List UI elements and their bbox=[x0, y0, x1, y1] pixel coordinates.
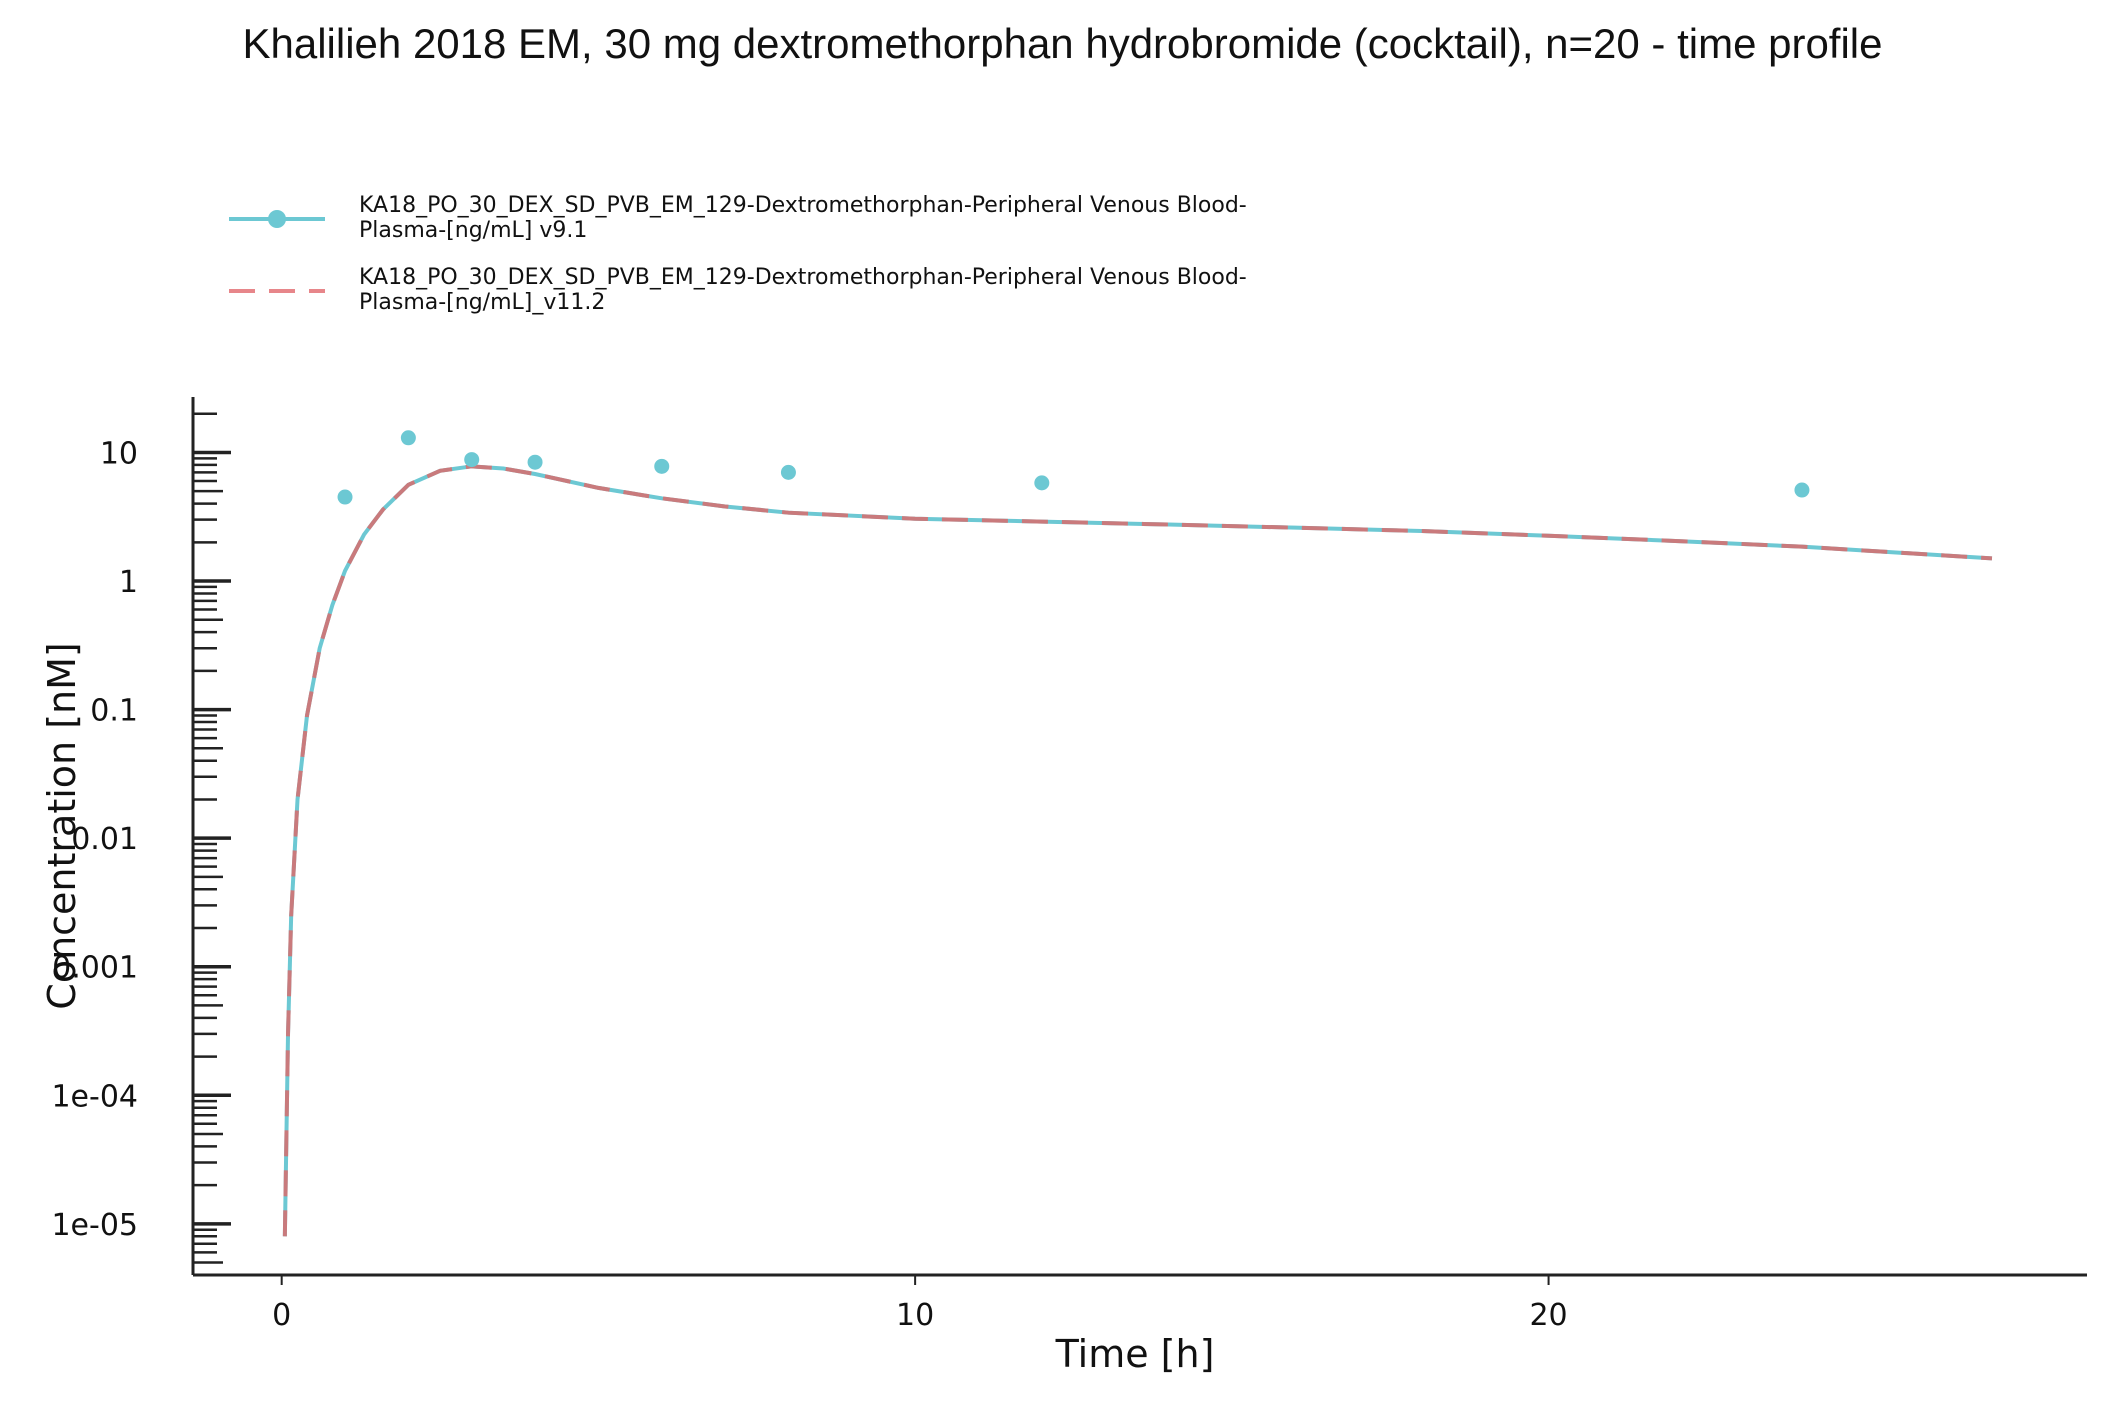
y-tick-label: 0.1 bbox=[90, 694, 138, 729]
series-1-point bbox=[780, 464, 796, 480]
x-tick-label: 0 bbox=[272, 1298, 291, 1333]
legend-entry-2-label: KA18_PO_30_DEX_SD_PVB_EM_129-Dextrometho… bbox=[359, 265, 1459, 315]
series-1-point bbox=[1034, 475, 1050, 491]
legend-entry-1-label: KA18_PO_30_DEX_SD_PVB_EM_129-Dextrometho… bbox=[359, 193, 1459, 243]
legend-entry-1-line2: Plasma-[ng/mL] v9.1 bbox=[359, 218, 588, 243]
x-tick-label: 20 bbox=[1529, 1298, 1567, 1333]
y-tick-label: 1 bbox=[119, 565, 138, 600]
legend-entry-2-line2: Plasma-[ng/mL]_v11.2 bbox=[359, 290, 606, 315]
y-axis-title: Concentration [nM] bbox=[40, 642, 84, 1009]
series-2-line bbox=[282, 464, 1993, 1237]
legend bbox=[229, 210, 325, 293]
x-axis-title: Time [h] bbox=[1055, 1332, 1215, 1376]
series-1-point bbox=[1794, 482, 1810, 498]
legend-key-1-point bbox=[268, 210, 286, 228]
series-1-point bbox=[527, 454, 543, 470]
legend-entry-1-line1: KA18_PO_30_DEX_SD_PVB_EM_129-Dextrometho… bbox=[359, 193, 1247, 218]
series-1-line bbox=[282, 464, 1993, 1237]
y-tick-label: 10 bbox=[100, 436, 138, 471]
series-1-point bbox=[337, 489, 353, 505]
series-1-point bbox=[464, 452, 480, 468]
legend-entry-2-line1: KA18_PO_30_DEX_SD_PVB_EM_129-Dextrometho… bbox=[359, 265, 1247, 290]
series-1-point bbox=[654, 458, 670, 474]
y-tick-label: 1e-05 bbox=[51, 1208, 138, 1243]
y-tick-label: 0.001 bbox=[52, 951, 138, 986]
axes: 1e-05 1e-04 0.001 0.01 0.1 1 10 0 10 20 bbox=[51, 397, 2087, 1333]
series-layer bbox=[282, 430, 1993, 1237]
x-tick-label: 10 bbox=[896, 1298, 934, 1333]
series-1-point bbox=[400, 430, 416, 446]
y-tick-label: 0.01 bbox=[71, 822, 138, 857]
y-tick-label: 1e-04 bbox=[51, 1079, 138, 1114]
chart-title: Khalilieh 2018 EM, 30 mg dextromethorpha… bbox=[242, 20, 1883, 67]
